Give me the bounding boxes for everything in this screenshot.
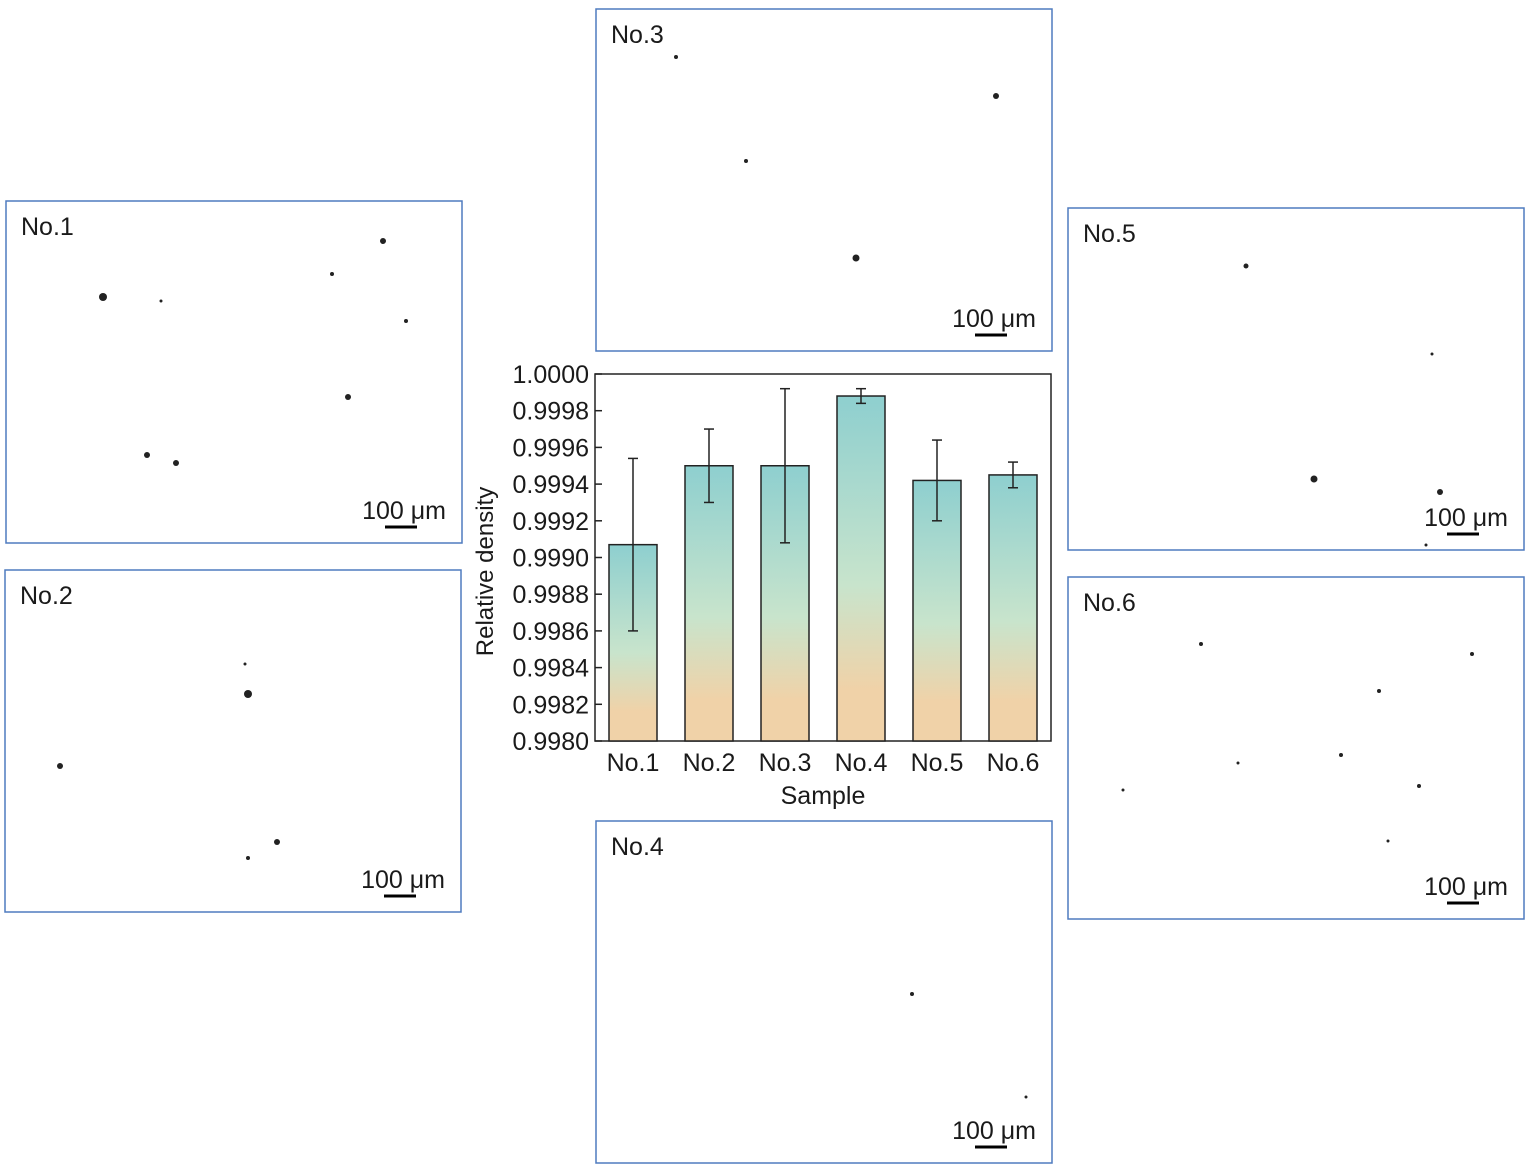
plot-area — [594, 373, 1052, 742]
y-tick-label: 0.9990 — [513, 545, 589, 573]
y-tick-label: 0.9980 — [513, 728, 589, 756]
pore — [243, 662, 247, 666]
pore — [1121, 788, 1125, 792]
pore — [159, 299, 163, 303]
y-tick-label: 0.9986 — [513, 618, 589, 646]
y-tick-label: 0.9988 — [513, 581, 589, 609]
scale-label: 100 μm — [952, 305, 1036, 333]
pore — [1417, 784, 1421, 788]
micrograph-panel — [5, 200, 463, 544]
pore — [246, 856, 250, 860]
panel-label: No.5 — [1083, 220, 1136, 248]
y-tick-label: 0.9996 — [513, 434, 589, 462]
pore — [274, 839, 280, 845]
scale-label: 100 μm — [361, 866, 445, 894]
pore — [674, 55, 678, 59]
pore — [1430, 352, 1434, 356]
pore — [144, 452, 150, 458]
pore — [1199, 642, 1203, 646]
pore — [345, 394, 351, 400]
scale-label: 100 μm — [1424, 504, 1508, 532]
pore — [1339, 753, 1343, 757]
scale-label: 100 μm — [952, 1117, 1036, 1145]
pore — [1310, 475, 1318, 483]
scale-label: 100 μm — [1424, 873, 1508, 901]
pore — [244, 690, 252, 698]
y-tick-label: 0.9992 — [513, 508, 589, 536]
y-tick-label: 0.9982 — [513, 691, 589, 719]
pore — [1470, 652, 1474, 656]
micrograph-panel — [4, 569, 462, 913]
x-tick-label: No.2 — [683, 749, 736, 777]
pore — [1424, 543, 1428, 547]
pore — [1377, 689, 1381, 693]
pore — [1236, 761, 1240, 765]
pore — [1386, 839, 1390, 843]
pore — [910, 992, 914, 996]
pore — [380, 238, 386, 244]
y-tick-label: 1.0000 — [513, 361, 589, 389]
panel-label: No.6 — [1083, 589, 1136, 617]
pore — [1024, 1095, 1028, 1099]
panel-label: No.4 — [611, 833, 664, 861]
x-tick-label: No.1 — [607, 749, 660, 777]
x-tick-label: No.4 — [835, 749, 888, 777]
panel-label: No.3 — [611, 21, 664, 49]
y-tick-label: 0.9984 — [513, 655, 590, 683]
x-tick-label: No.5 — [911, 749, 964, 777]
micrograph-panel — [1067, 576, 1525, 920]
y-axis-label: Relative density — [472, 487, 499, 656]
pore — [852, 254, 860, 262]
panel-label: No.2 — [20, 582, 73, 610]
y-tick-label: 0.9998 — [513, 398, 589, 426]
pore — [330, 272, 334, 276]
x-axis-label: Sample — [781, 782, 866, 810]
bar — [988, 474, 1038, 742]
y-tick-label: 0.9994 — [513, 471, 590, 499]
pore — [57, 763, 63, 769]
pore — [404, 319, 408, 323]
x-tick-label: No.3 — [759, 749, 812, 777]
bar — [912, 479, 962, 742]
pore — [99, 293, 107, 301]
panel-label: No.1 — [21, 213, 74, 241]
scale-label: 100 μm — [362, 497, 446, 525]
micrograph-panel — [595, 820, 1053, 1164]
pore — [173, 460, 179, 466]
bar — [836, 395, 886, 742]
micrograph-panel — [1067, 207, 1525, 551]
x-tick-label: No.6 — [987, 749, 1040, 777]
pore — [1243, 263, 1249, 269]
pore — [744, 159, 748, 163]
pore — [1437, 489, 1443, 495]
pore — [993, 93, 999, 99]
bar — [684, 465, 734, 742]
micrograph-panel — [595, 8, 1053, 352]
